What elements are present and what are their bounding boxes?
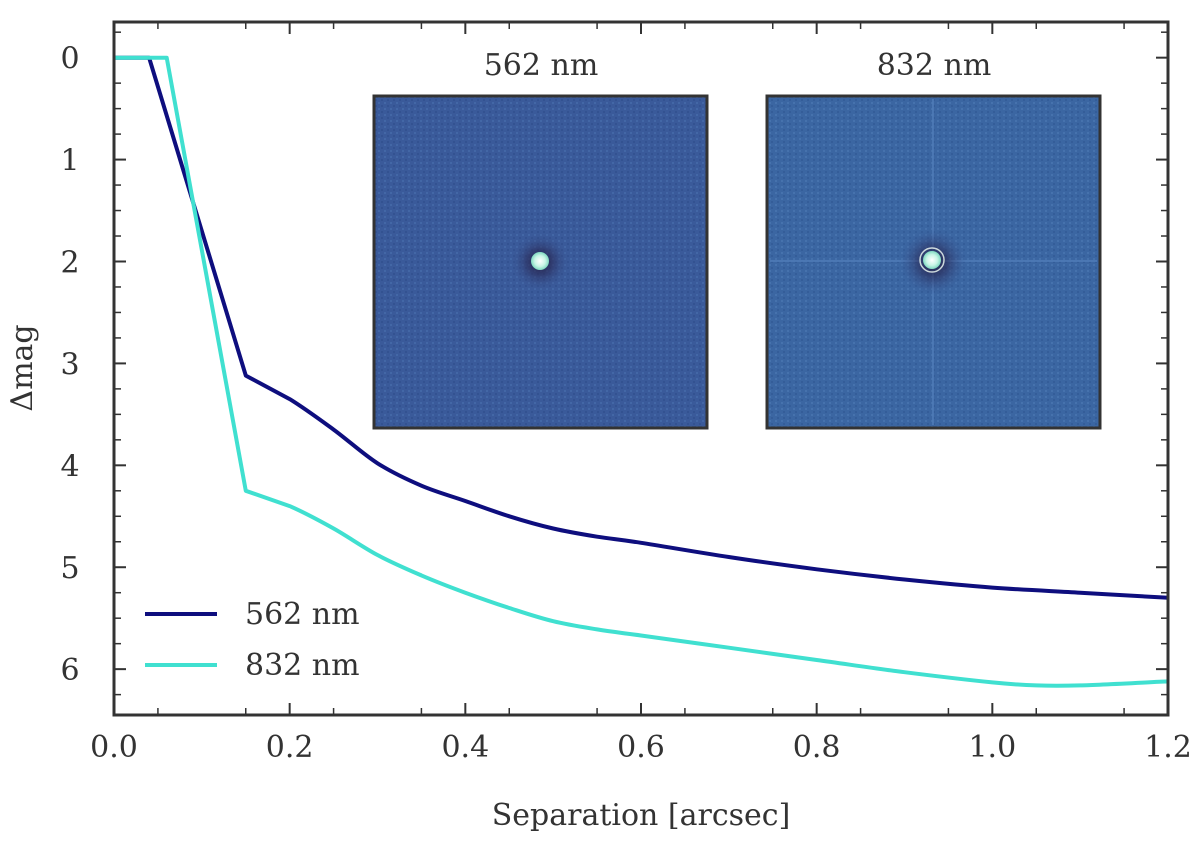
line-832nm — [114, 55, 1169, 688]
inset-562nm-title: 562 nm — [484, 48, 599, 83]
y-tick-label: 2 — [60, 245, 79, 280]
inset-832nm-ring — [919, 247, 945, 273]
x-tick-group: 0.0 0.2 0.4 0.6 0.8 1.0 1.2 — [90, 22, 1192, 765]
y-tick-label: 6 — [60, 653, 79, 688]
legend-label-562nm: 562 nm — [245, 597, 360, 632]
x-tick-label: 0.0 — [90, 730, 138, 765]
y-tick-label: 0 — [60, 42, 79, 77]
inset-562nm-core — [531, 252, 549, 270]
y-axis-label: Δmag — [5, 324, 40, 411]
x-tick-label: 1.0 — [968, 730, 1016, 765]
y-tick-label: 5 — [60, 551, 79, 586]
x-tick-label: 0.6 — [617, 730, 665, 765]
x-tick-label: 0.2 — [266, 730, 314, 765]
line-562nm — [114, 55, 1169, 600]
x-tick-label: 0.8 — [793, 730, 841, 765]
x-tick-label: 1.2 — [1144, 730, 1192, 765]
y-tick-label: 4 — [60, 449, 79, 484]
inset-562nm-image — [372, 94, 709, 430]
inset-832nm-core — [923, 251, 941, 269]
y-tick-label: 3 — [60, 347, 79, 382]
legend-label-832nm: 832 nm — [245, 648, 360, 683]
y-tick-group: 0 1 2 3 4 5 6 — [60, 31, 1168, 696]
axes-frame — [112, 20, 1170, 717]
inset-562nm: 562 nm — [372, 48, 709, 430]
inset-832nm: 832 nm — [765, 48, 1102, 430]
inset-832nm-title: 832 nm — [877, 48, 992, 83]
legend: 562 nm 832 nm — [145, 597, 360, 683]
y-tick-label: 1 — [60, 144, 79, 179]
x-tick-label: 0.4 — [441, 730, 489, 765]
x-axis-label: Separation [arcsec] — [492, 798, 791, 833]
